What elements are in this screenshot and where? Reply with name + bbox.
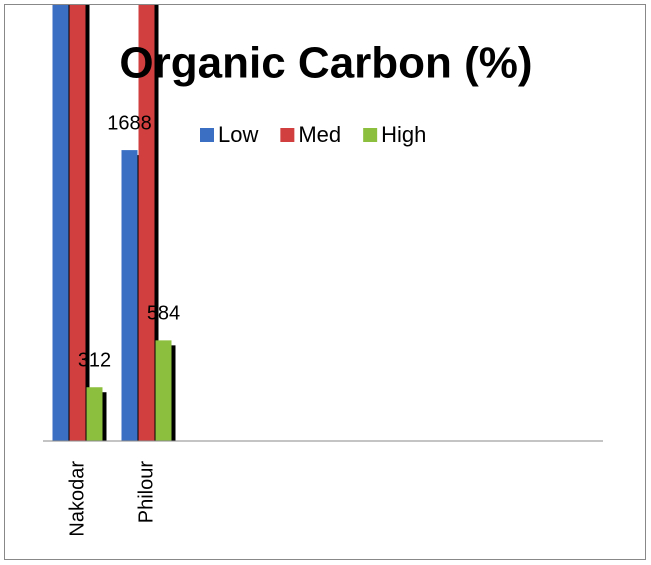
legend-label: Med	[298, 122, 341, 147]
chart-border	[4, 4, 646, 560]
legend-swatch	[363, 128, 378, 142]
legend-swatch	[280, 128, 295, 142]
data-label: 312	[78, 350, 111, 372]
plot-area	[52, 5, 176, 441]
bar	[52, 5, 69, 441]
bar	[86, 387, 103, 441]
bar	[138, 5, 155, 441]
bar	[155, 340, 172, 441]
legend-label: Low	[218, 122, 258, 147]
x-tick-label: Philour	[135, 461, 157, 524]
data-label: 584	[147, 303, 180, 325]
x-tick-label: Nakodar	[66, 461, 88, 537]
legend-label: High	[381, 122, 426, 147]
bar	[69, 5, 86, 441]
bar	[121, 150, 138, 441]
chart-title: Organic Carbon (%)	[119, 39, 532, 88]
legend-swatch	[200, 128, 214, 142]
data-label: 1688	[107, 112, 152, 134]
